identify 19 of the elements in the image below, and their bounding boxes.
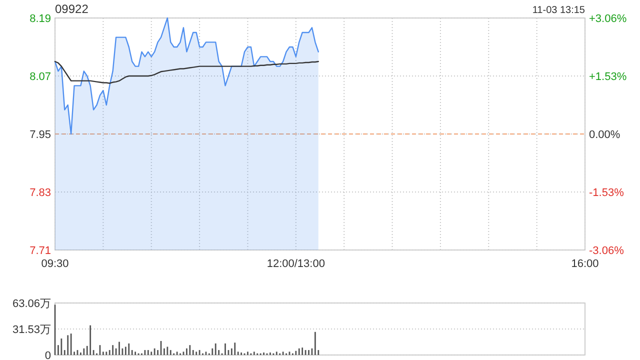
y-tick-label: 8.07 — [30, 71, 51, 83]
y2-tick-label: -1.53% — [589, 187, 624, 199]
y2-tick-label: +3.06% — [589, 13, 627, 25]
y-tick-label: 7.71 — [30, 245, 51, 257]
y2-tick-label: -3.06% — [589, 245, 624, 257]
text: 11-03 13:15 — [532, 5, 586, 16]
x-tick-label: 12:00/13:00 — [266, 258, 325, 270]
y-tick-label: 63.06万 — [12, 298, 51, 310]
y-tick-label: 0 — [44, 350, 51, 360]
x-tick-label: 16:00 — [571, 258, 599, 270]
x-tick-label: 09:30 — [41, 258, 69, 270]
y-tick-label: 7.95 — [30, 129, 51, 141]
y2-tick-label: +1.53% — [589, 71, 627, 83]
y-tick-label: 7.83 — [30, 187, 51, 199]
chart-title: 09922 — [55, 2, 89, 16]
line-series — [54, 60, 319, 84]
y-tick-label: 31.53万 — [12, 324, 51, 336]
y2-tick-label: 0.00% — [589, 129, 620, 141]
y-tick-label: 8.19 — [30, 13, 51, 25]
